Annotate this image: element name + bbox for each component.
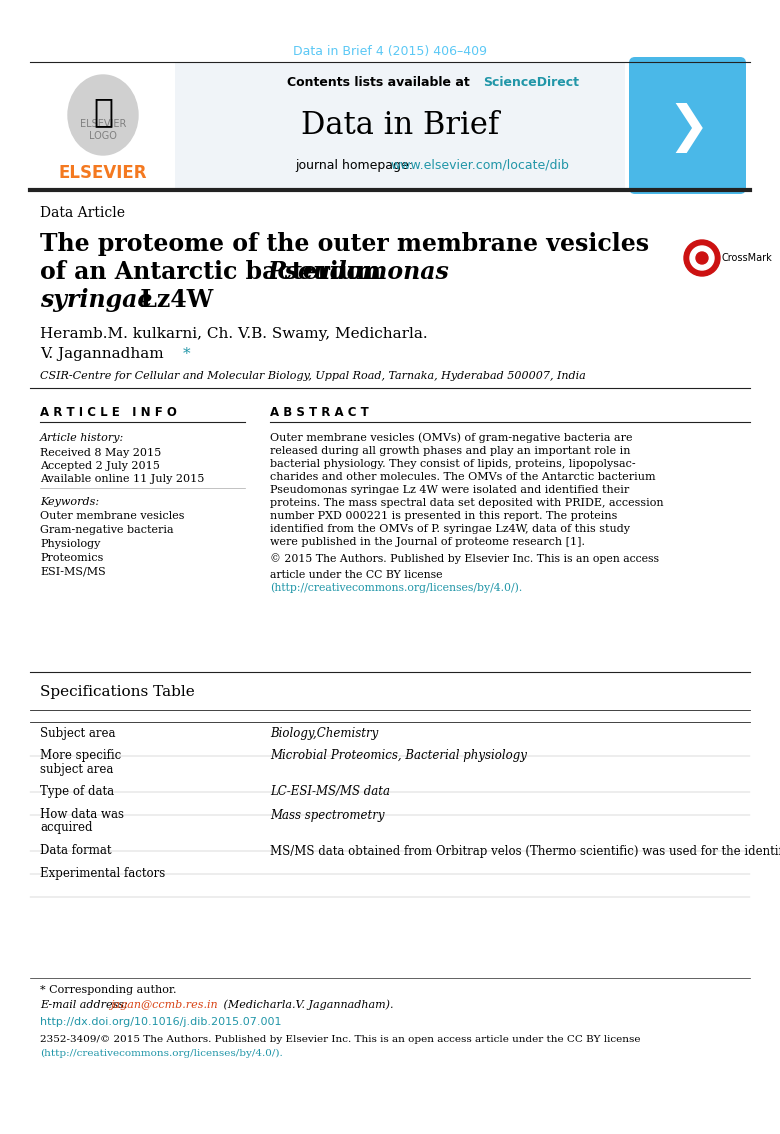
Circle shape xyxy=(690,246,714,270)
Text: subject area: subject area xyxy=(40,762,113,776)
Text: (http://creativecommons.org/licenses/by/4.0/).: (http://creativecommons.org/licenses/by/… xyxy=(40,1049,282,1058)
Text: (Medicharla.V. Jagannadham).: (Medicharla.V. Jagannadham). xyxy=(220,1000,393,1010)
Text: A R T I C L E   I N F O: A R T I C L E I N F O xyxy=(40,406,177,420)
Text: A B S T R A C T: A B S T R A C T xyxy=(270,406,369,420)
Text: http://dx.doi.org/10.1016/j.dib.2015.07.001: http://dx.doi.org/10.1016/j.dib.2015.07.… xyxy=(40,1017,282,1027)
Text: Gram-negative bacteria: Gram-negative bacteria xyxy=(40,525,174,535)
Text: Pseudomonas: Pseudomonas xyxy=(268,260,450,284)
Text: Pseudomonas syringae Lz 4W were isolated and identified their: Pseudomonas syringae Lz 4W were isolated… xyxy=(270,485,629,496)
Text: LC-ESI-MS/MS data: LC-ESI-MS/MS data xyxy=(270,786,390,798)
Text: Proteomics: Proteomics xyxy=(40,553,104,562)
Text: Specifications Table: Specifications Table xyxy=(40,685,195,699)
Ellipse shape xyxy=(68,75,138,155)
Text: 🌿: 🌿 xyxy=(93,95,113,128)
Text: Accepted 2 July 2015: Accepted 2 July 2015 xyxy=(40,462,160,471)
FancyBboxPatch shape xyxy=(629,57,746,194)
Text: ESI-MS/MS: ESI-MS/MS xyxy=(40,567,106,577)
Text: bacterial physiology. They consist of lipids, proteins, lipopolysac-: bacterial physiology. They consist of li… xyxy=(270,459,636,469)
Text: Keywords:: Keywords: xyxy=(40,497,99,507)
Text: Mass spectrometry: Mass spectrometry xyxy=(270,809,385,821)
Text: acquired: acquired xyxy=(40,821,93,835)
Text: More specific: More specific xyxy=(40,750,121,762)
Text: ScienceDirect: ScienceDirect xyxy=(483,76,579,90)
Text: of an Antarctic bacterium: of an Antarctic bacterium xyxy=(40,260,389,284)
Text: 2352-3409/© 2015 The Authors. Published by Elsevier Inc. This is an open access : 2352-3409/© 2015 The Authors. Published … xyxy=(40,1034,640,1043)
Text: ❯: ❯ xyxy=(667,103,709,153)
Text: Biology,Chemistry: Biology,Chemistry xyxy=(270,727,378,739)
Text: ELSEVIER
LOGO: ELSEVIER LOGO xyxy=(80,119,126,141)
Text: Experimental factors: Experimental factors xyxy=(40,868,165,880)
Text: jagan@ccmb.res.in: jagan@ccmb.res.in xyxy=(110,1000,218,1010)
Text: syringae: syringae xyxy=(40,288,152,312)
Text: V. Jagannadham: V. Jagannadham xyxy=(40,347,164,361)
Text: E-mail address:: E-mail address: xyxy=(40,1000,131,1010)
Text: * Corresponding author.: * Corresponding author. xyxy=(40,985,176,995)
Text: (http://creativecommons.org/licenses/by/4.0/).: (http://creativecommons.org/licenses/by/… xyxy=(270,583,523,593)
Text: Data in Brief 4 (2015) 406–409: Data in Brief 4 (2015) 406–409 xyxy=(293,45,487,59)
Text: released during all growth phases and play an important role in: released during all growth phases and pl… xyxy=(270,446,630,456)
Text: Article history:: Article history: xyxy=(40,433,124,443)
Text: CrossMark: CrossMark xyxy=(722,253,773,263)
Text: journal homepage:: journal homepage: xyxy=(295,159,417,171)
Text: Type of data: Type of data xyxy=(40,786,114,798)
Text: © 2015 The Authors. Published by Elsevier Inc. This is an open access: © 2015 The Authors. Published by Elsevie… xyxy=(270,553,659,565)
Text: Available online 11 July 2015: Available online 11 July 2015 xyxy=(40,474,204,484)
Text: number PXD 000221 is presented in this report. The proteins: number PXD 000221 is presented in this r… xyxy=(270,511,618,521)
Text: *: * xyxy=(183,347,190,361)
Text: Contents lists available at: Contents lists available at xyxy=(287,76,474,90)
Text: Physiology: Physiology xyxy=(40,539,101,549)
Circle shape xyxy=(696,252,708,264)
Text: charides and other molecules. The OMVs of the Antarctic bacterium: charides and other molecules. The OMVs o… xyxy=(270,472,656,482)
Text: article under the CC BY license: article under the CC BY license xyxy=(270,570,442,579)
FancyBboxPatch shape xyxy=(175,64,625,188)
Text: CSIR-Centre for Cellular and Molecular Biology, Uppal Road, Tarnaka, Hyderabad 5: CSIR-Centre for Cellular and Molecular B… xyxy=(40,371,586,381)
Text: Outer membrane vesicles: Outer membrane vesicles xyxy=(40,511,185,521)
Text: How data was: How data was xyxy=(40,809,124,821)
Text: Outer membrane vesicles (OMVs) of gram-negative bacteria are: Outer membrane vesicles (OMVs) of gram-n… xyxy=(270,433,633,443)
Text: Lz4W: Lz4W xyxy=(132,288,213,312)
Text: Microbial Proteomics, Bacterial physiology: Microbial Proteomics, Bacterial physiolo… xyxy=(270,750,526,762)
Text: MS/MS data obtained from Orbitrap velos (Thermo scientific) was used for the ide: MS/MS data obtained from Orbitrap velos … xyxy=(270,845,780,857)
Text: Data Article: Data Article xyxy=(40,206,125,220)
Text: Data in Brief: Data in Brief xyxy=(301,110,499,141)
Text: Subject area: Subject area xyxy=(40,727,115,739)
Text: Data format: Data format xyxy=(40,845,112,857)
Circle shape xyxy=(684,240,720,276)
Text: were published in the Journal of proteome research [1].: were published in the Journal of proteom… xyxy=(270,538,585,547)
Text: Heramb.M. kulkarni, Ch. V.B. Swamy, Medicharla.: Heramb.M. kulkarni, Ch. V.B. Swamy, Medi… xyxy=(40,327,427,341)
Text: identified from the OMVs of P. syringae Lz4W, data of this study: identified from the OMVs of P. syringae … xyxy=(270,524,630,534)
Text: Received 8 May 2015: Received 8 May 2015 xyxy=(40,448,161,458)
Text: The proteome of the outer membrane vesicles: The proteome of the outer membrane vesic… xyxy=(40,232,649,256)
Text: proteins. The mass spectral data set deposited with PRIDE, accession: proteins. The mass spectral data set dep… xyxy=(270,498,664,508)
Text: ELSEVIER: ELSEVIER xyxy=(58,164,147,181)
Text: www.elsevier.com/locate/dib: www.elsevier.com/locate/dib xyxy=(390,159,569,171)
